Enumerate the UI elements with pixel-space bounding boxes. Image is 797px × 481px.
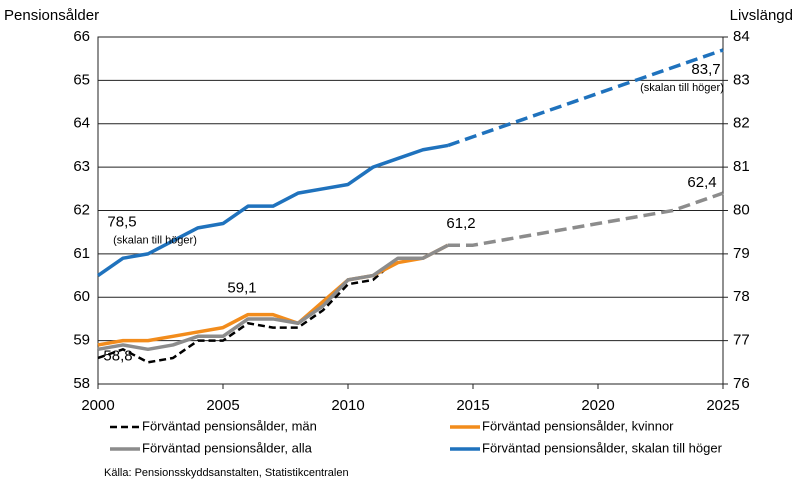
data-label: 58,8 bbox=[103, 347, 132, 364]
x-tick-label: 2010 bbox=[331, 397, 364, 414]
legend-label: Förväntad pensionsålder, kvinnor bbox=[482, 418, 674, 433]
data-label: 61,2 bbox=[446, 215, 475, 232]
y-tick-label: 60 bbox=[73, 288, 90, 305]
y-tick-label: 64 bbox=[73, 115, 90, 132]
x-tick-label: 2005 bbox=[206, 397, 239, 414]
series-line bbox=[97, 256, 423, 364]
y2-axis-label: Livslängd bbox=[730, 7, 793, 24]
y2-tick-label: 76 bbox=[733, 375, 750, 392]
y2-tick-label: 77 bbox=[733, 332, 750, 349]
data-label: 59,1 bbox=[227, 279, 256, 296]
data-label: 83,7 bbox=[691, 61, 720, 78]
series-line bbox=[447, 48, 724, 148]
data-label: 62,4 bbox=[687, 174, 716, 191]
y-tick-label: 62 bbox=[73, 201, 90, 218]
legend-label: Förväntad pensionsålder, män bbox=[142, 418, 317, 433]
y2-tick-label: 79 bbox=[733, 245, 750, 262]
y-tick-label: 61 bbox=[73, 245, 90, 262]
series-line bbox=[97, 143, 449, 278]
y-tick-label: 58 bbox=[73, 375, 90, 392]
series-line bbox=[97, 243, 449, 352]
y-axis-label: Pensionsålder bbox=[4, 7, 99, 24]
y-tick-label: 66 bbox=[73, 28, 90, 45]
annotation: (skalan till höger) bbox=[113, 234, 197, 246]
x-tick-label: 2000 bbox=[81, 397, 114, 414]
y2-tick-label: 83 bbox=[733, 71, 750, 88]
legend-label: Förväntad pensionsålder, alla bbox=[142, 440, 313, 455]
data-label: 78,5 bbox=[107, 214, 136, 231]
y-tick-label: 65 bbox=[73, 71, 90, 88]
x-tick-label: 2020 bbox=[581, 397, 614, 414]
plot-frame bbox=[97, 36, 724, 385]
y-tick-label: 63 bbox=[73, 158, 90, 175]
x-tick-label: 2025 bbox=[706, 397, 739, 414]
source: Källa: Pensionsskyddsanstalten, Statisti… bbox=[104, 467, 349, 479]
series-line bbox=[97, 243, 449, 347]
y-tick-label: 59 bbox=[73, 332, 90, 349]
x-tick-label: 2015 bbox=[456, 397, 489, 414]
y2-tick-label: 78 bbox=[733, 288, 750, 305]
y2-tick-label: 84 bbox=[733, 28, 750, 45]
series-line bbox=[448, 191, 724, 247]
annotation: (skalan till höger) bbox=[640, 82, 724, 94]
y2-tick-label: 81 bbox=[733, 158, 750, 175]
y2-tick-label: 80 bbox=[733, 201, 750, 218]
legend-label: Förväntad pensionsålder, skalan till hög… bbox=[482, 440, 723, 455]
y2-tick-label: 82 bbox=[733, 115, 750, 132]
